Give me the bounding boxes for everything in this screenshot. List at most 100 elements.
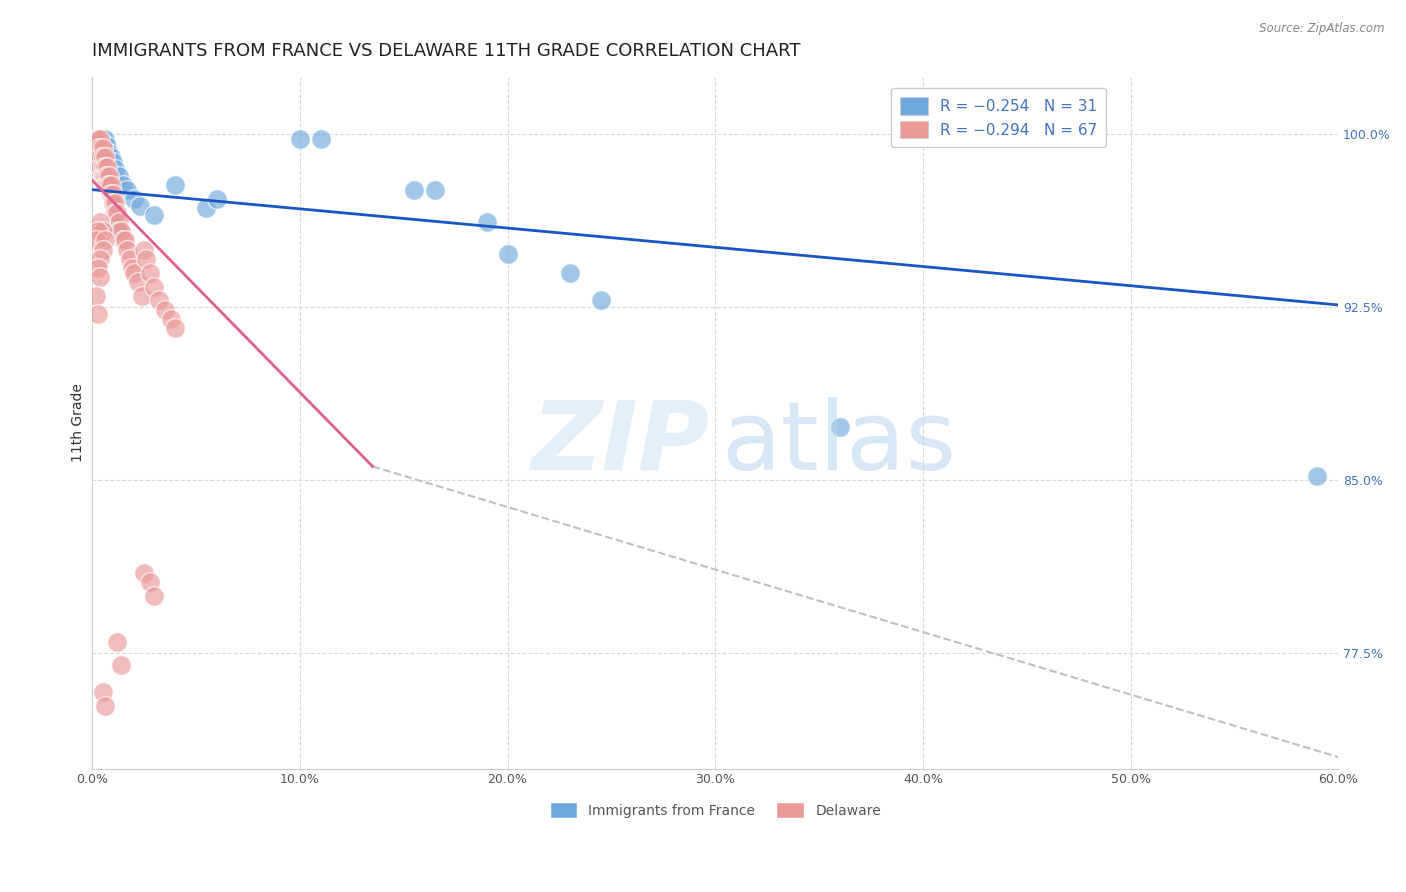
Point: [96, 138, 118, 153]
Point: [165, 321, 187, 335]
Point: [589, 293, 612, 308]
Point: [87, 132, 110, 146]
Point: [93, 132, 115, 146]
Point: [97, 169, 120, 183]
Text: atlas: atlas: [721, 397, 956, 490]
Point: [86, 141, 108, 155]
Point: [121, 261, 143, 276]
Point: [108, 215, 131, 229]
Point: [131, 289, 153, 303]
Point: [160, 311, 183, 326]
Point: [93, 233, 115, 247]
Point: [91, 224, 114, 238]
Point: [104, 161, 127, 176]
Point: [828, 420, 851, 434]
Point: [1306, 468, 1329, 483]
Text: IMMIGRANTS FROM FRANCE VS DELAWARE 11TH GRADE CORRELATION CHART: IMMIGRANTS FROM FRANCE VS DELAWARE 11TH …: [93, 42, 800, 60]
Point: [89, 141, 111, 155]
Point: [101, 196, 124, 211]
Point: [112, 178, 135, 192]
Point: [93, 699, 115, 714]
Point: [118, 252, 141, 266]
Point: [87, 132, 110, 146]
Text: ZIP: ZIP: [531, 397, 709, 490]
Point: [86, 233, 108, 247]
Point: [104, 196, 127, 211]
Point: [91, 685, 114, 699]
Point: [100, 150, 122, 164]
Point: [129, 199, 152, 213]
Y-axis label: 11th Grade: 11th Grade: [72, 384, 86, 462]
Point: [87, 261, 110, 276]
Point: [143, 208, 166, 222]
Point: [127, 275, 149, 289]
Point: [148, 293, 170, 308]
Point: [122, 192, 145, 206]
Point: [93, 169, 115, 183]
Point: [83, 132, 105, 146]
Point: [105, 219, 128, 234]
Point: [89, 215, 111, 229]
Point: [83, 132, 105, 146]
Point: [91, 132, 114, 146]
Point: [96, 178, 118, 192]
Point: [558, 266, 581, 280]
Point: [87, 141, 110, 155]
Point: [89, 160, 111, 174]
Point: [87, 307, 110, 321]
Point: [101, 187, 124, 202]
Point: [423, 183, 446, 197]
Point: [93, 150, 115, 164]
Legend: Immigrants from France, Delaware: Immigrants from France, Delaware: [544, 797, 886, 824]
Point: [139, 266, 162, 280]
Point: [87, 150, 110, 164]
Point: [122, 266, 145, 280]
Point: [100, 178, 122, 192]
Point: [110, 224, 132, 238]
Point: [91, 169, 114, 183]
Point: [195, 201, 218, 215]
Point: [404, 183, 426, 197]
Point: [89, 150, 111, 164]
Point: [143, 589, 166, 603]
Point: [96, 169, 118, 183]
Point: [91, 160, 114, 174]
Point: [110, 657, 132, 672]
Point: [288, 132, 311, 146]
Point: [86, 132, 108, 146]
Point: [89, 138, 111, 153]
Point: [108, 224, 131, 238]
Point: [165, 178, 187, 192]
Point: [117, 243, 139, 257]
Point: [96, 160, 118, 174]
Point: [97, 145, 120, 160]
Point: [114, 233, 136, 247]
Point: [93, 160, 115, 174]
Point: [153, 302, 176, 317]
Point: [108, 169, 131, 183]
Text: Source: ZipAtlas.com: Source: ZipAtlas.com: [1260, 22, 1385, 36]
Point: [105, 205, 128, 219]
Point: [101, 155, 124, 169]
Point: [143, 279, 166, 293]
Point: [475, 215, 498, 229]
Point: [135, 252, 157, 266]
Point: [86, 132, 108, 146]
Point: [97, 178, 120, 192]
Point: [89, 132, 111, 146]
Point: [205, 192, 228, 206]
Point: [104, 205, 127, 219]
Point: [132, 243, 155, 257]
Point: [132, 566, 155, 580]
Point: [91, 243, 114, 257]
Point: [105, 634, 128, 648]
Point: [112, 233, 135, 247]
Point: [89, 252, 111, 266]
Point: [93, 178, 115, 192]
Point: [309, 132, 332, 146]
Point: [117, 183, 139, 197]
Point: [100, 187, 122, 202]
Point: [91, 141, 114, 155]
Point: [87, 224, 110, 238]
Point: [139, 574, 162, 589]
